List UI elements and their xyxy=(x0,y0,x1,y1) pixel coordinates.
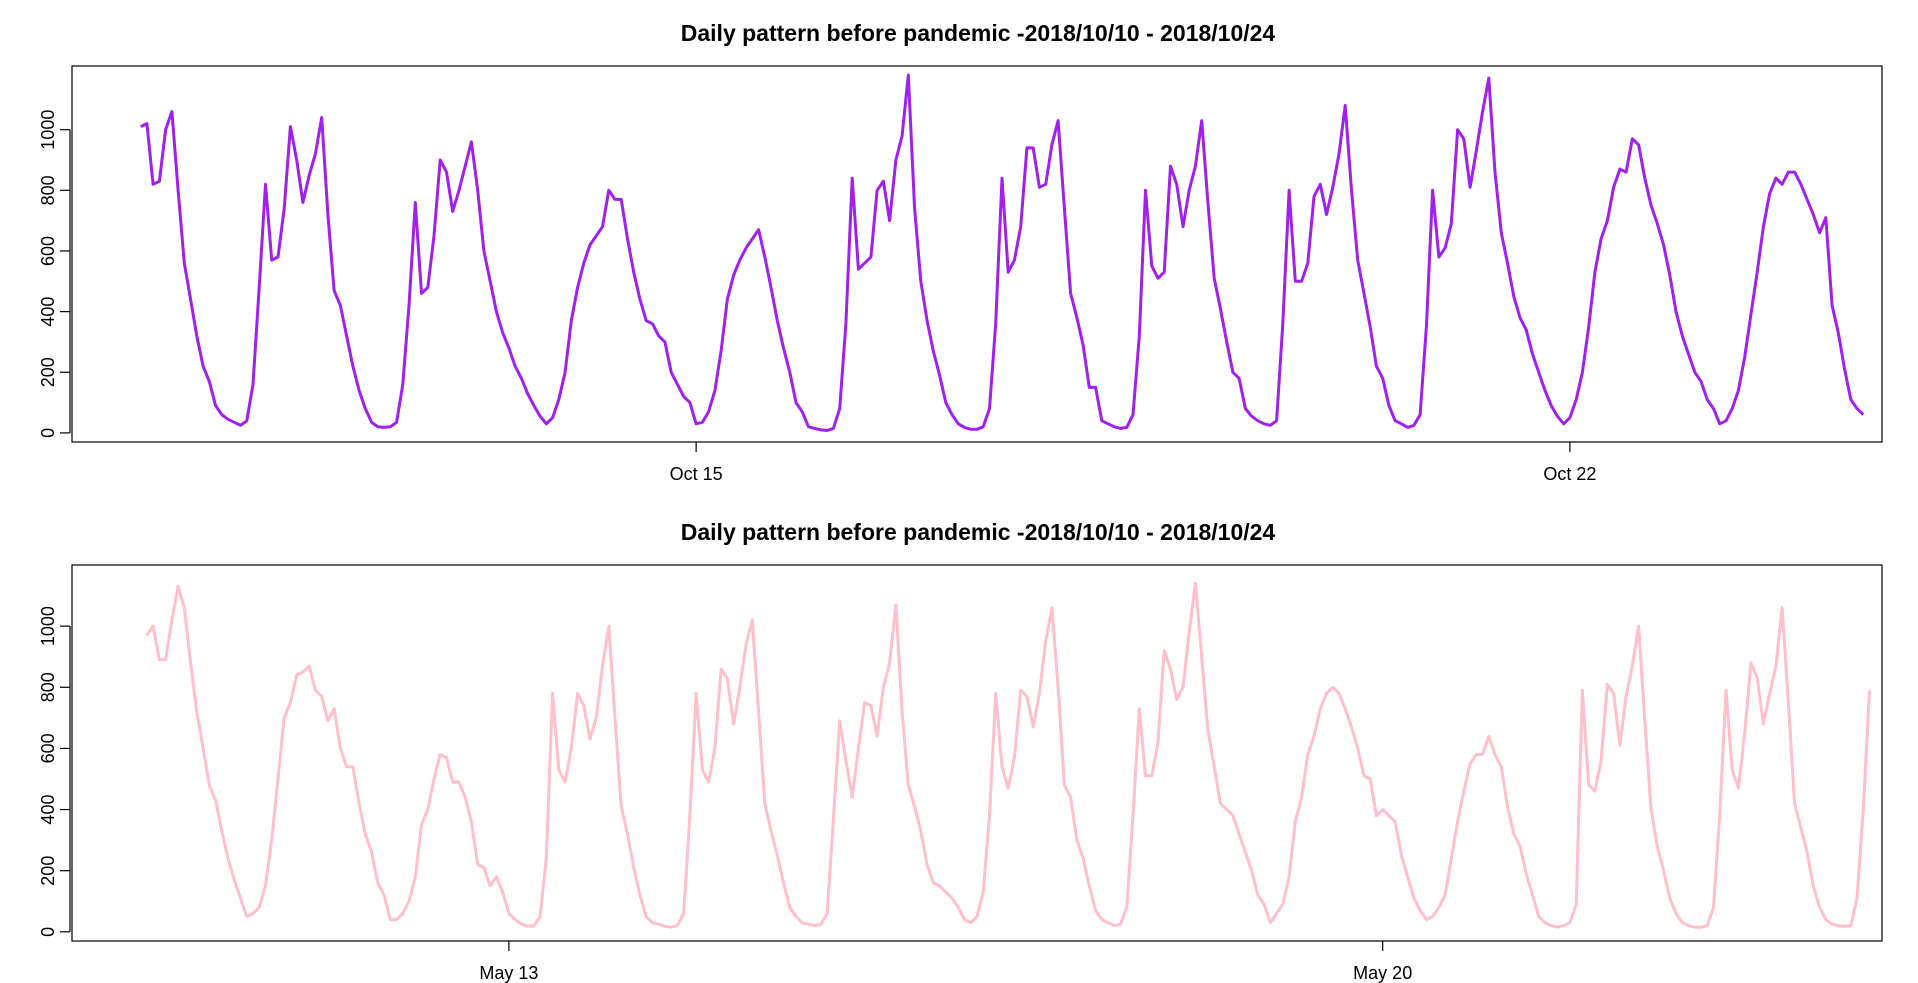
series-line-bottom xyxy=(145,581,1871,929)
axes-top: Oct 15 Oct 22 0 200 400 600 800 1000 xyxy=(38,110,1596,484)
y-tick-label: 200 xyxy=(38,357,58,387)
x-tick-label-oct-15: Oct 15 xyxy=(670,464,723,484)
chart-title-bottom: Daily pattern before pandemic -2018/10/1… xyxy=(681,519,1276,545)
y-tick-label: 600 xyxy=(38,236,58,266)
y-tick-label: 0 xyxy=(38,428,58,438)
y-tick-label: 1000 xyxy=(38,606,58,646)
series-line-top xyxy=(140,73,1865,432)
panel-bottom: Daily pattern before pandemic -2018/10/1… xyxy=(38,519,1883,983)
y-tick-label: 800 xyxy=(38,672,58,702)
plot-frame-bottom xyxy=(71,564,1883,942)
y-tick-label: 400 xyxy=(38,795,58,825)
y-tick-label: 400 xyxy=(38,297,58,327)
x-tick-label-oct-22: Oct 22 xyxy=(1543,464,1596,484)
y-tick-label: 200 xyxy=(38,856,58,886)
y-tick-label: 0 xyxy=(38,927,58,937)
x-tick-label-may-20: May 20 xyxy=(1353,963,1412,983)
plot-frame-top xyxy=(71,65,1883,443)
y-tick-label: 600 xyxy=(38,733,58,763)
panel-top: Daily pattern before pandemic -2018/10/1… xyxy=(38,20,1883,484)
x-tick-label-may-13: May 13 xyxy=(479,963,538,983)
y-tick-label: 800 xyxy=(38,175,58,205)
axes-bottom: May 13 May 20 0 200 400 600 800 1000 xyxy=(38,606,1412,983)
y-tick-label: 1000 xyxy=(38,110,58,150)
chart-title-top: Daily pattern before pandemic -2018/10/1… xyxy=(681,20,1276,46)
